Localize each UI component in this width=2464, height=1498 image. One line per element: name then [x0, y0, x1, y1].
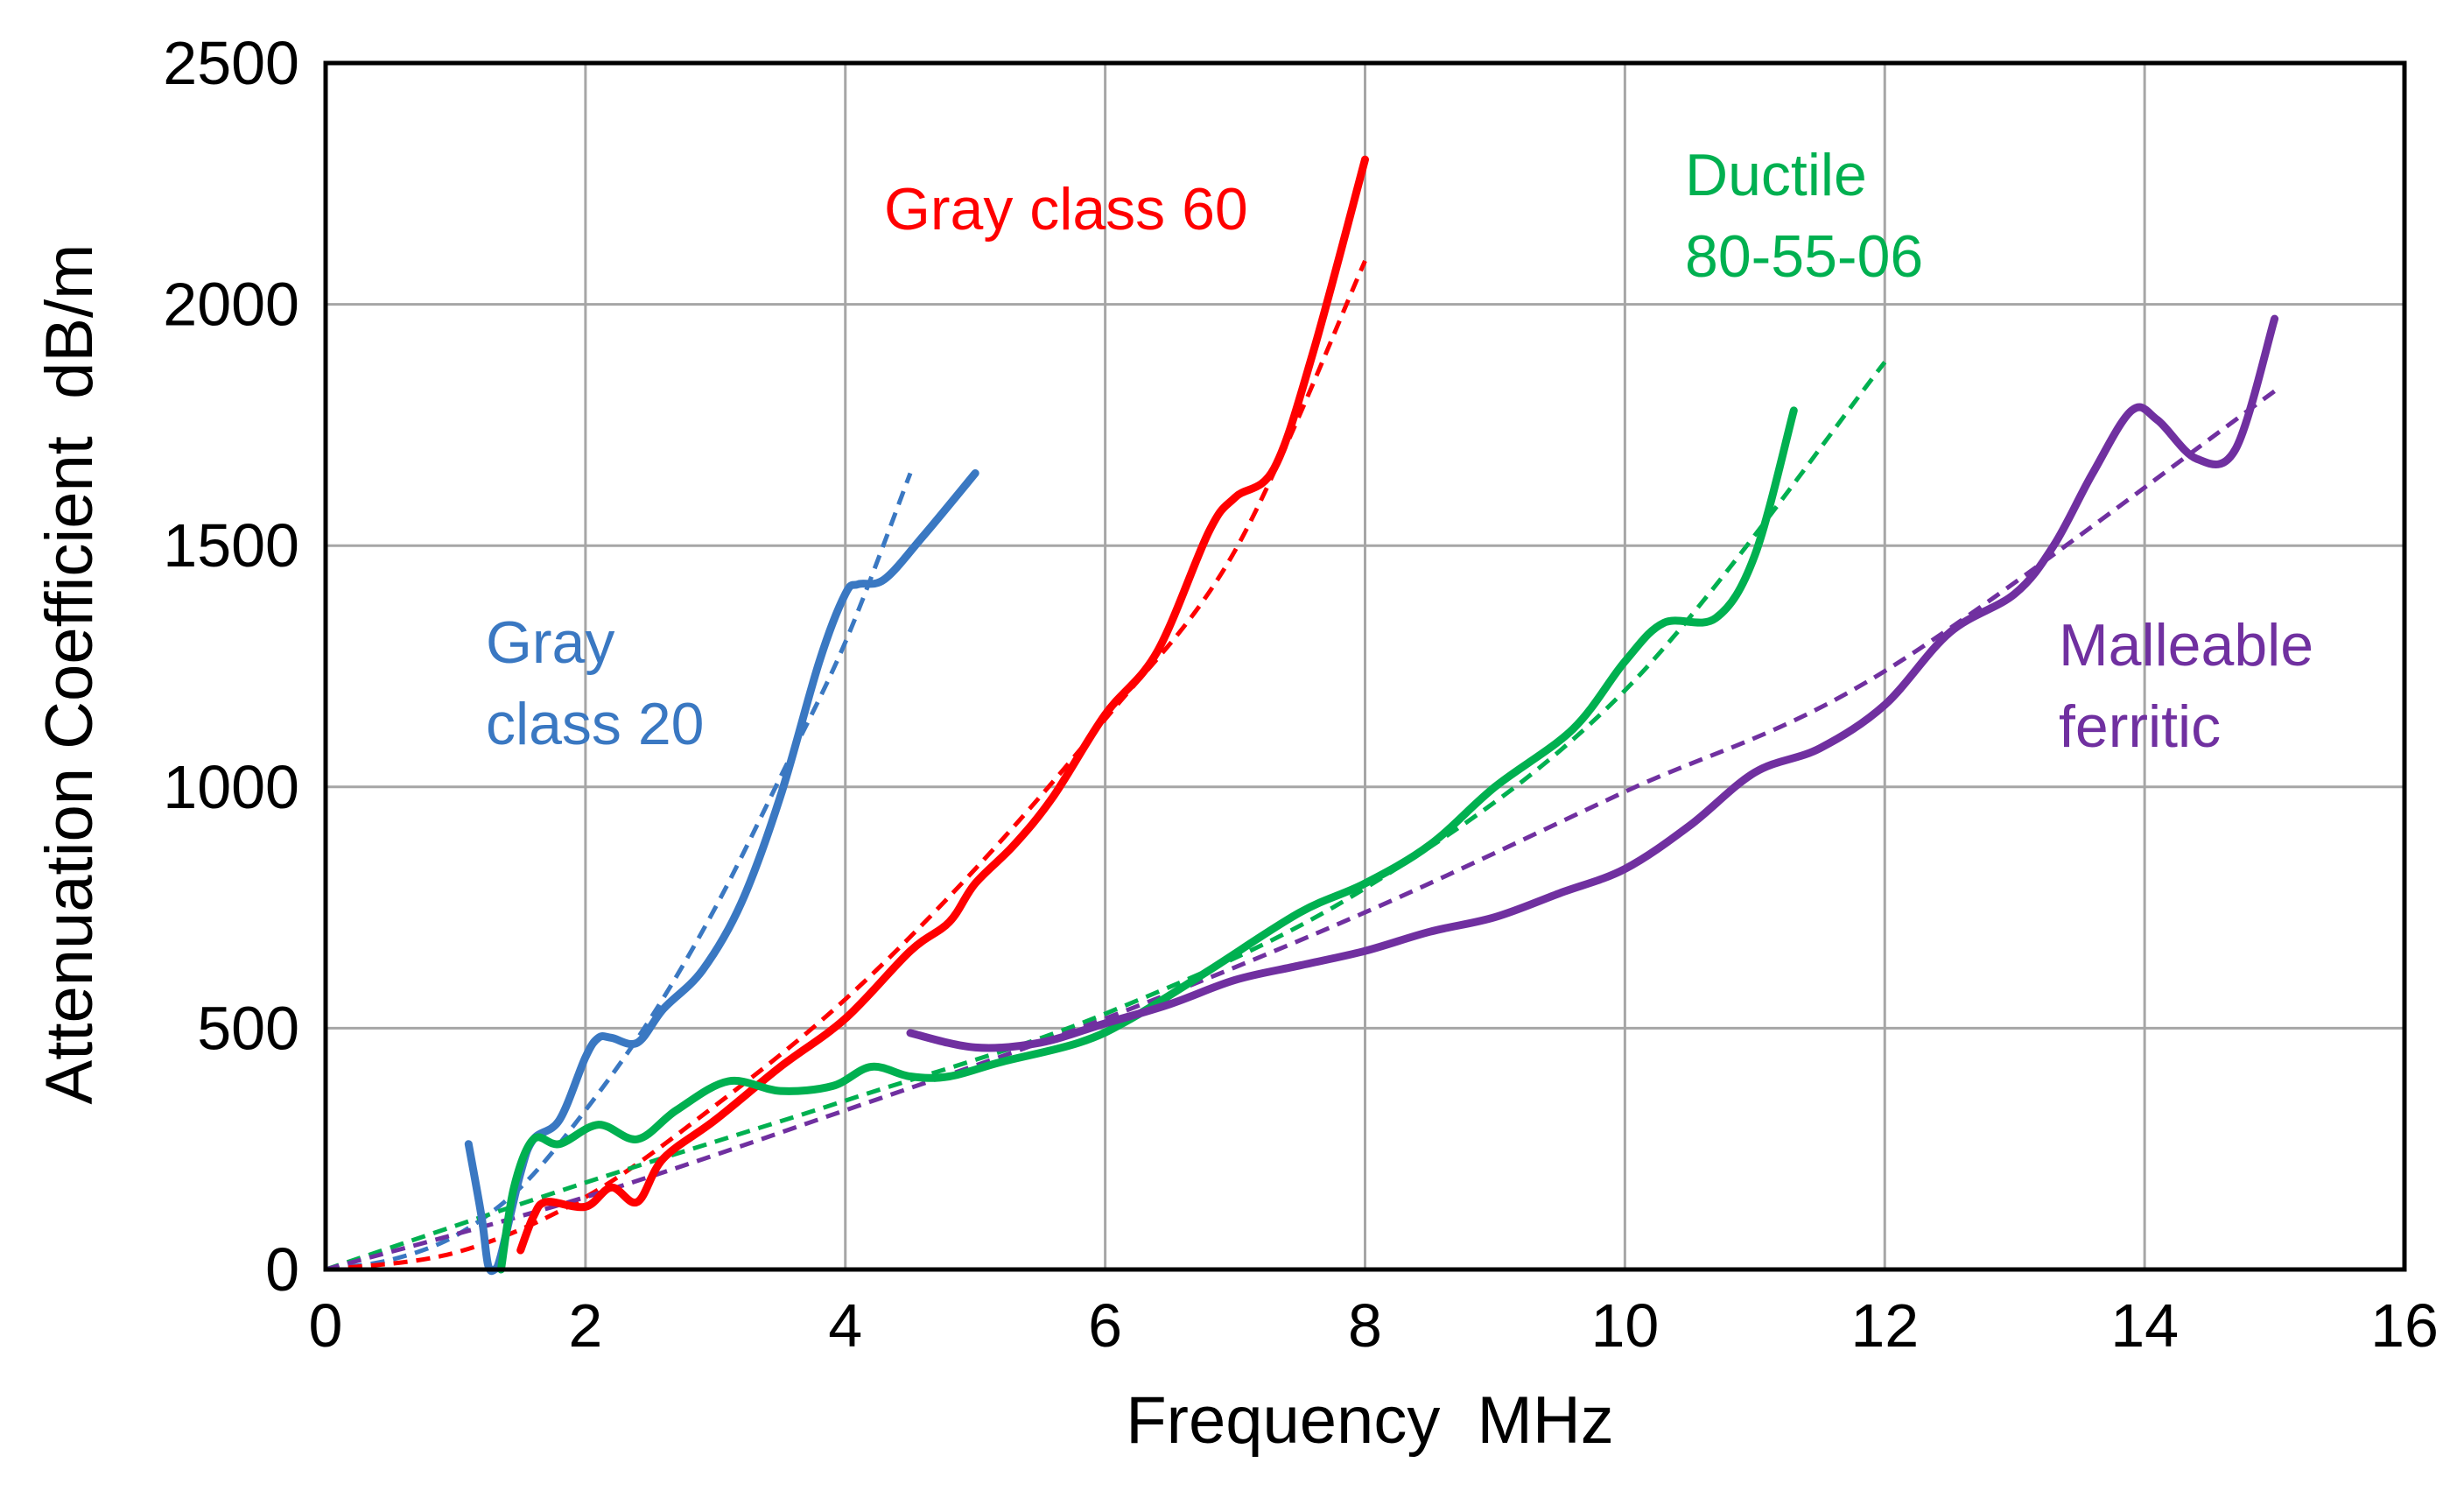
fit-line-ductile-80-55-06 — [325, 361, 1887, 1272]
plot-area-border — [323, 60, 2407, 1272]
y-tick-label: 0 — [265, 1235, 299, 1304]
measured-lines — [464, 155, 2279, 1276]
y-tick-label: 1500 — [163, 511, 299, 580]
series-label-line: Gray — [486, 609, 614, 676]
series-label-line: Malleable — [2059, 612, 2313, 679]
series-label-ductile: Ductile 80-55-06 — [1685, 142, 1923, 290]
y-tick-label: 2500 — [163, 29, 299, 97]
x-tick-label: 4 — [828, 1291, 862, 1360]
series-label-line: ferritic — [2059, 693, 2221, 760]
y-axis-title: Attenuation Coefficient dB/m — [32, 244, 107, 1105]
series-label-line: Gray class 60 — [884, 176, 1248, 243]
fit-line-gray-class-20 — [325, 472, 913, 1272]
x-axis-title: Frequency MHz — [1126, 1383, 1614, 1458]
series-label-gray-class-20: Gray class 20 — [486, 609, 704, 757]
x-tick-label: 8 — [1348, 1291, 1382, 1360]
fit-line-malleable-ferritic — [325, 389, 2277, 1272]
series-label-line: 80-55-06 — [1685, 223, 1923, 290]
series-labels: Gray class 20 Gray class 60 Ductile 80-5… — [486, 142, 2330, 760]
x-tick-label: 6 — [1088, 1291, 1122, 1360]
x-tick-label: 14 — [2110, 1291, 2179, 1360]
y-tick-label: 2000 — [163, 271, 299, 339]
y-tick-label: 1000 — [163, 753, 299, 821]
plot-frame — [323, 60, 2407, 1272]
measured-line-ductile-80-55-06 — [496, 406, 1798, 1274]
fit-lines — [325, 259, 2277, 1272]
tick-labels: 0 2 4 6 8 10 12 14 16 0 500 1000 1500 2000 2500 — [163, 29, 2439, 1360]
x-tick-label: 0 — [309, 1291, 343, 1360]
fit-line-gray-class-60 — [325, 259, 1367, 1272]
x-tick-label: 2 — [568, 1291, 602, 1360]
x-tick-label: 10 — [1590, 1291, 1659, 1360]
series-label-gray-class-60: Gray class 60 — [884, 176, 1248, 243]
series-label-malleable-ferritic: Malleable ferritic — [2059, 612, 2330, 760]
x-tick-label: 16 — [2370, 1291, 2439, 1360]
measured-line-gray-class-60 — [516, 155, 1369, 1255]
series-label-line: Ductile — [1685, 142, 1867, 208]
x-tick-label: 12 — [1850, 1291, 1919, 1360]
series-label-line: class 20 — [486, 691, 704, 757]
y-tick-label: 500 — [197, 994, 299, 1062]
measured-line-malleable-ferritic — [906, 314, 2279, 1052]
